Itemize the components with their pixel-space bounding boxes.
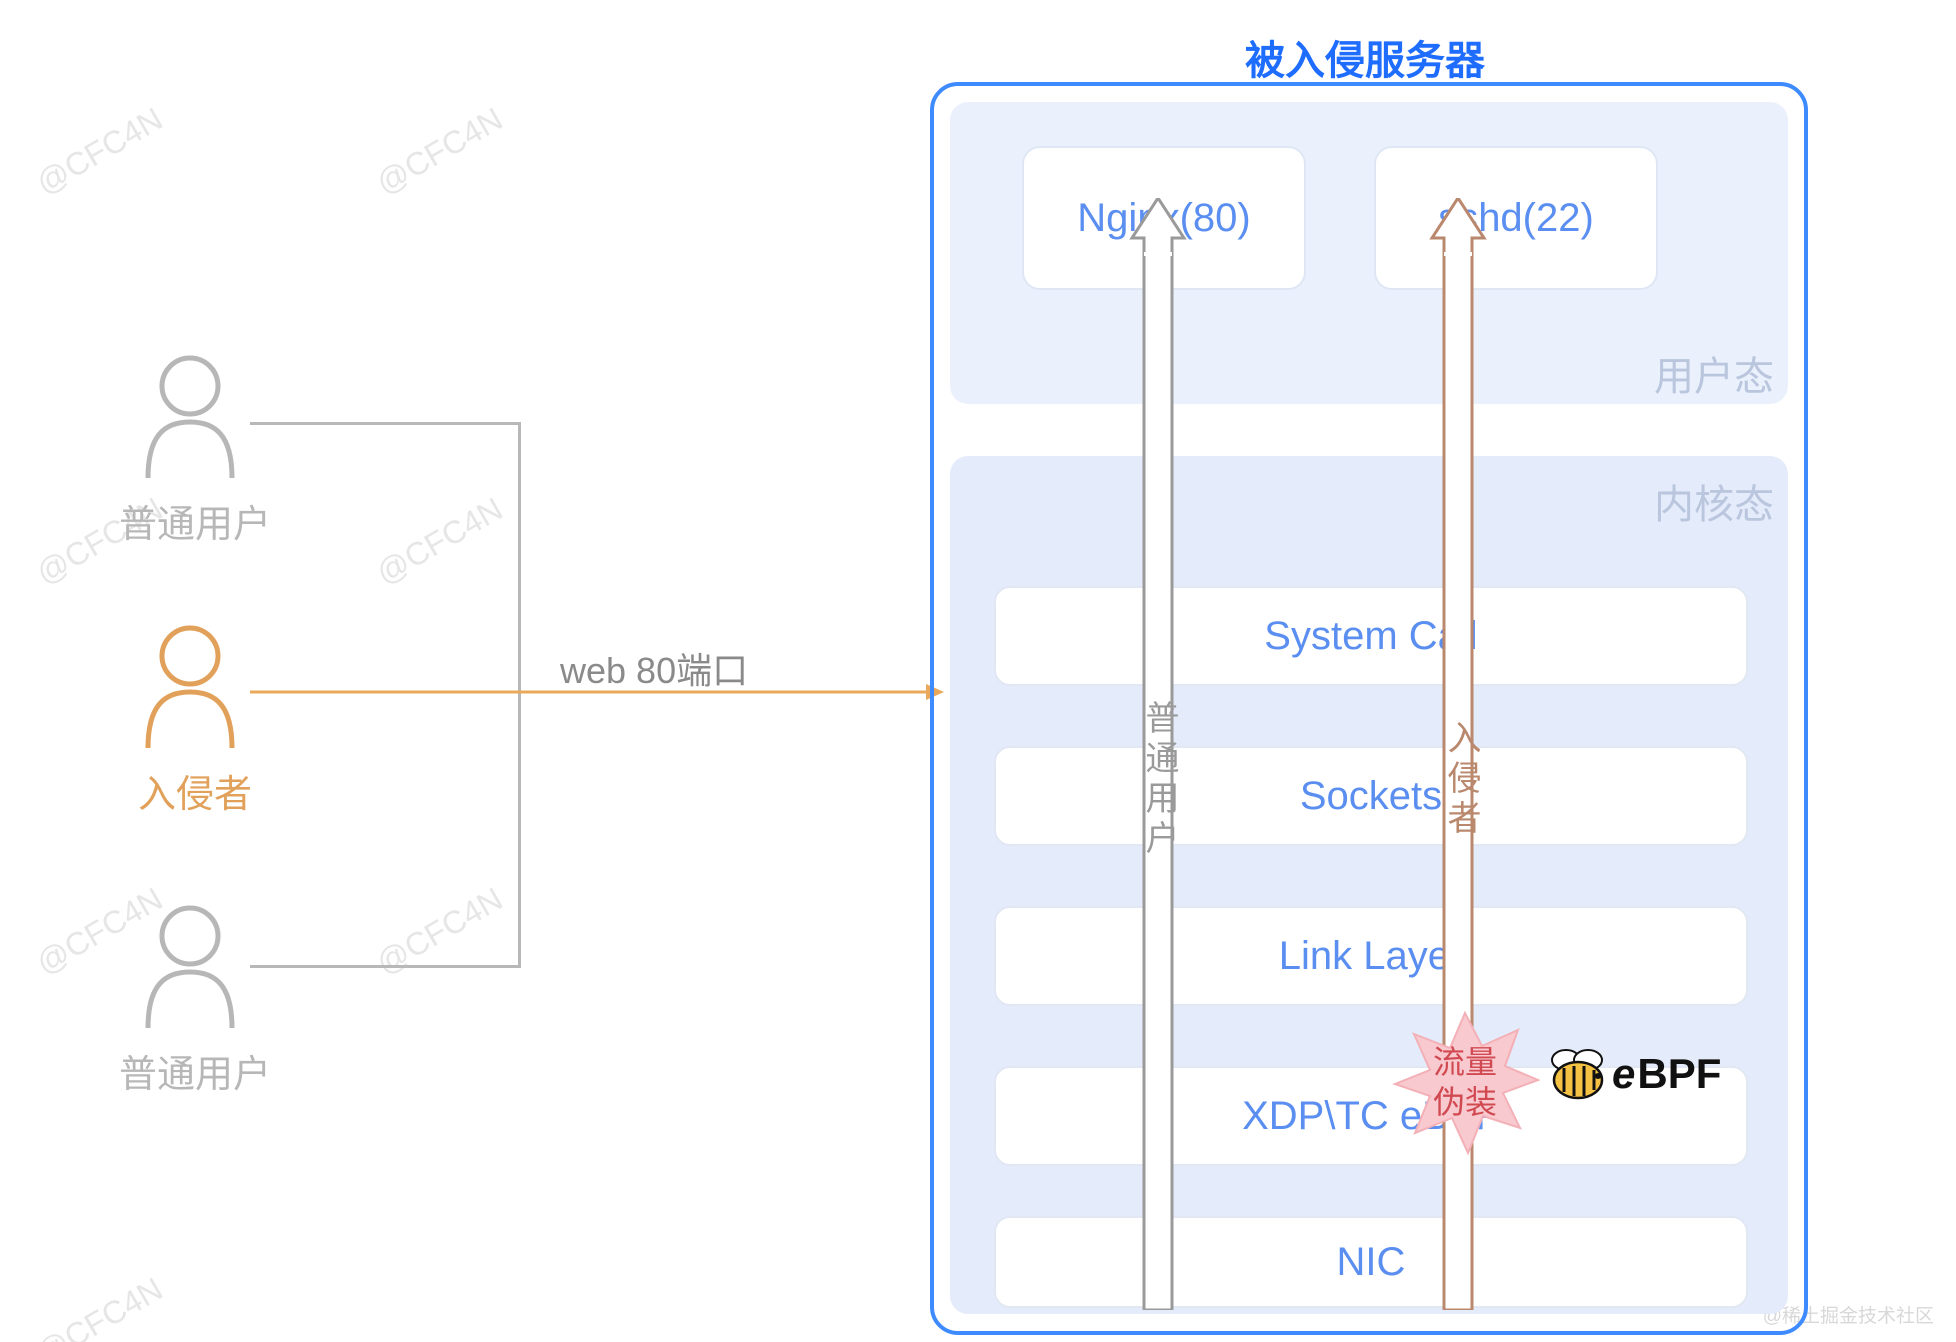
layer-link: Link Layer (994, 906, 1748, 1006)
user-label-normal-1: 普通用户 (100, 493, 290, 548)
user-label-normal-2: 普通用户 (100, 1043, 290, 1098)
user-space-label: 用户态 (1614, 344, 1774, 402)
layer-nic: NIC (994, 1216, 1748, 1308)
connector-line (250, 422, 520, 425)
user-label-attacker: 入侵者 (110, 763, 280, 818)
watermark: @CFC4N (30, 1270, 169, 1342)
burst-label-l1: 流量 (1433, 1044, 1497, 1080)
flow-arrow-normal-label: 普通用户 (1135, 700, 1184, 860)
user-icon-normal-1 (130, 350, 250, 490)
user-icon-attacker (130, 620, 250, 760)
burst-label: 流量 伪装 (1420, 1042, 1510, 1122)
watermark: @CFC4N (30, 100, 169, 202)
layer-sockets: Sockets (994, 746, 1748, 846)
watermark: @CFC4N (370, 490, 509, 592)
server-box: 用户态 内核态 Nginx(80) sshd(22) System Call S… (930, 82, 1808, 1335)
port-label: web 80端口 (560, 642, 748, 694)
watermark: @CFC4N (370, 100, 509, 202)
connector-line (250, 965, 520, 968)
server-title: 被入侵服务器 (930, 28, 1800, 86)
bee-icon (1544, 1046, 1610, 1104)
ebpf-label: eBPF (1612, 1050, 1721, 1098)
app-sshd: sshd(22) (1374, 146, 1658, 290)
kernel-space-label: 内核态 (1614, 472, 1774, 530)
burst-label-l2: 伪装 (1433, 1084, 1497, 1120)
layer-syscall: System Call (994, 586, 1748, 686)
flow-arrow-attacker-label: 入侵者 (1437, 720, 1486, 840)
layer-nic-label: NIC (1337, 1240, 1406, 1285)
kernel-space-panel (950, 456, 1788, 1314)
layer-sockets-label: Sockets (1300, 774, 1442, 819)
user-icon-normal-2 (130, 900, 250, 1040)
